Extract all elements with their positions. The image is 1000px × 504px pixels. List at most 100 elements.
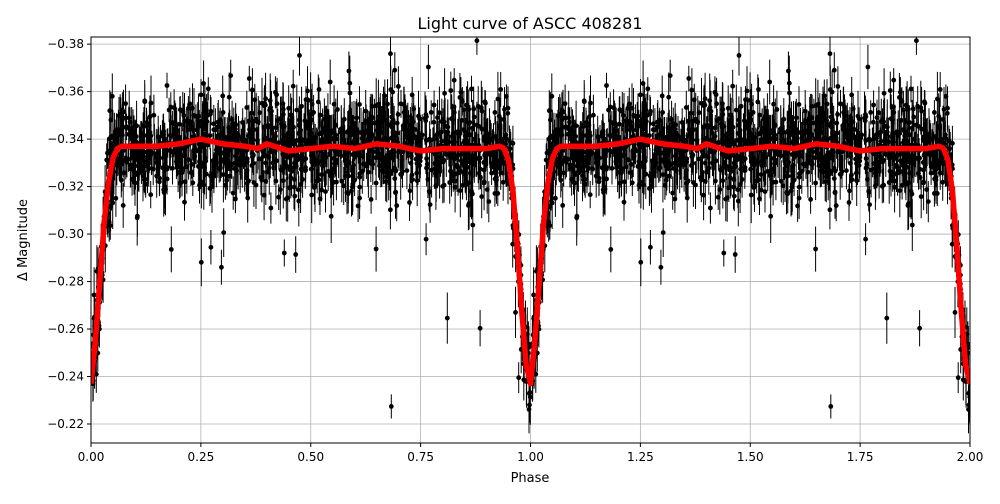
data-point: [203, 121, 209, 126]
data-point: [190, 180, 196, 186]
data-point: [876, 165, 882, 171]
data-point: [367, 117, 373, 122]
data-point: [726, 185, 732, 191]
data-point: [153, 155, 159, 161]
data-point: [249, 137, 254, 143]
data-point: [587, 114, 592, 120]
data-point: [441, 182, 447, 188]
data-point: [890, 171, 896, 177]
data-point: [625, 157, 631, 163]
data-point: [663, 177, 669, 183]
data-point: [581, 177, 587, 183]
data-point: [672, 153, 678, 159]
data-point: [343, 157, 349, 163]
data-point: [682, 138, 687, 144]
data-point: [433, 171, 439, 176]
data-point: [460, 98, 465, 104]
data-point: [315, 161, 321, 166]
data-point: [578, 132, 584, 138]
data-point: [601, 190, 606, 195]
data-point: [704, 169, 709, 175]
data-point: [894, 152, 900, 158]
data-point: [311, 136, 317, 142]
data-point: [686, 76, 692, 81]
data-point: [854, 142, 859, 148]
x-tick-label: 0.00: [78, 450, 105, 464]
data-point: [394, 120, 400, 126]
data-point: [507, 146, 513, 152]
data-point: [181, 152, 187, 158]
data-point: [153, 160, 159, 165]
data-point: [322, 116, 327, 122]
data-point: [950, 140, 955, 146]
data-point: [309, 101, 315, 107]
data-point: [629, 180, 635, 186]
data-point: [373, 137, 379, 142]
data-point: [748, 166, 754, 172]
data-point: [787, 90, 792, 96]
data-point: [696, 156, 702, 162]
data-point: [673, 168, 679, 174]
data-point: [666, 129, 672, 135]
data-point: [717, 116, 723, 121]
data-point: [207, 186, 213, 191]
data-point: [479, 126, 485, 132]
data-point: [932, 110, 937, 115]
data-point: [742, 156, 748, 162]
data-point: [884, 315, 890, 321]
data-point: [887, 88, 893, 93]
data-point: [142, 99, 148, 105]
data-point: [825, 166, 830, 172]
data-point: [768, 130, 773, 136]
data-point: [357, 195, 362, 201]
data-point: [379, 116, 385, 122]
data-point: [317, 112, 323, 118]
data-point: [319, 172, 324, 178]
data-point: [413, 156, 419, 162]
data-point: [481, 160, 487, 165]
data-point: [262, 136, 268, 142]
data-point: [388, 87, 394, 92]
data-point: [481, 137, 487, 143]
data-point: [874, 132, 879, 138]
data-point: [423, 112, 429, 117]
data-point: [347, 80, 353, 86]
data-point: [225, 153, 231, 159]
data-point: [765, 169, 771, 174]
data-point: [612, 120, 618, 126]
data-point: [278, 167, 284, 173]
data-point: [688, 111, 694, 116]
data-point: [201, 182, 207, 188]
data-point: [813, 246, 818, 252]
data-point: [418, 135, 424, 141]
data-point: [720, 178, 726, 184]
data-point: [546, 136, 552, 142]
data-point: [301, 137, 307, 143]
data-point: [733, 138, 739, 143]
data-point: [251, 127, 257, 133]
data-point: [863, 138, 869, 143]
data-point: [280, 107, 286, 112]
data-point: [849, 172, 854, 178]
data-point: [470, 222, 476, 228]
data-point: [751, 136, 756, 142]
data-point: [363, 108, 369, 114]
data-point: [184, 164, 190, 170]
data-point: [298, 182, 303, 187]
data-point: [920, 160, 926, 165]
data-point: [280, 101, 286, 106]
data-point: [273, 125, 279, 131]
data-point: [437, 165, 443, 171]
data-point: [878, 138, 884, 144]
data-point: [648, 244, 653, 250]
data-point: [809, 159, 814, 165]
data-point: [431, 119, 437, 125]
y-tick-label: −0.32: [47, 180, 84, 194]
data-point: [848, 160, 853, 166]
data-point: [648, 178, 654, 184]
data-point: [296, 198, 302, 204]
data-point: [493, 162, 499, 168]
data-point: [427, 189, 432, 195]
data-point: [403, 113, 408, 119]
data-point: [892, 184, 897, 190]
